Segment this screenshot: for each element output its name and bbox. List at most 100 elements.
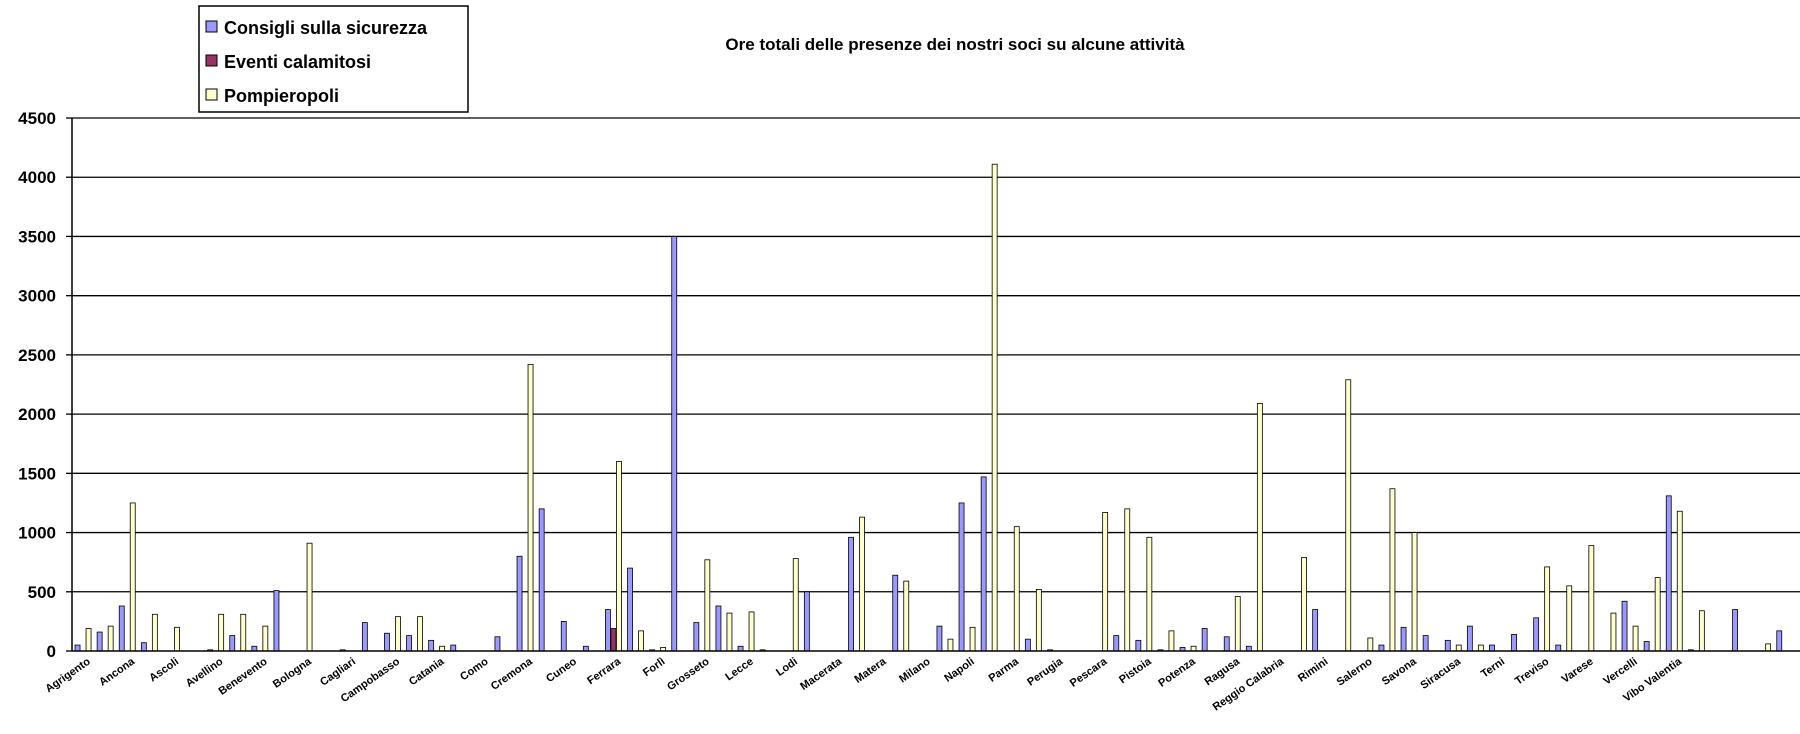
y-tick-label: 3500 [18, 227, 56, 246]
bar [1146, 536, 1153, 652]
bar [151, 613, 158, 652]
y-tick-label: 1000 [18, 524, 56, 543]
bar [1256, 403, 1263, 652]
bar [936, 625, 943, 652]
x-tick-label: Ragusa [1203, 655, 1243, 688]
bar [361, 622, 368, 652]
bar [74, 644, 81, 652]
bar [1400, 626, 1407, 652]
x-tick-label: Lecce [723, 656, 755, 684]
y-tick-label: 4500 [18, 109, 56, 128]
bar [306, 542, 313, 652]
x-tick-label: Varese [1560, 656, 1596, 686]
legend-label: Eventi calamitosi [224, 52, 371, 72]
gridlines [72, 117, 1800, 593]
bar [903, 580, 910, 652]
bar [616, 461, 622, 652]
bar [129, 502, 136, 652]
bar [1533, 617, 1540, 652]
bar [991, 163, 998, 652]
bar [1411, 532, 1418, 652]
bar [1477, 644, 1484, 652]
x-tick-label: Macerata [798, 655, 845, 693]
legend-swatch [205, 54, 218, 67]
x-tick-label: Rimini [1296, 656, 1330, 685]
x-tick-label: Savona [1380, 655, 1420, 688]
bar [1124, 508, 1131, 652]
legend: Consigli sulla sicurezza Eventi calamito… [198, 5, 469, 113]
bar [704, 559, 711, 652]
bar [1665, 495, 1672, 652]
bar [1223, 636, 1230, 652]
legend-box [198, 5, 469, 113]
bar [174, 626, 180, 652]
bar [1489, 644, 1495, 652]
bar [1511, 634, 1517, 652]
bar [450, 644, 457, 652]
y-tick-label: 4000 [18, 168, 56, 187]
bar [693, 622, 700, 652]
x-tick-label: Grosseto [665, 655, 712, 693]
x-tick-label: Salerno [1335, 655, 1375, 688]
bar [1610, 612, 1617, 652]
x-tick-label: Pescara [1068, 655, 1110, 690]
bar [516, 555, 523, 652]
x-tick-label: Catania [407, 655, 447, 688]
bars [74, 163, 1783, 652]
bar [262, 625, 269, 652]
x-tick-label: Benevento [217, 655, 270, 697]
bar [1765, 643, 1772, 652]
bar [1632, 625, 1639, 652]
bar [958, 502, 965, 652]
legend-label: Consigli sulla sicurezza [224, 18, 428, 38]
x-tick-label: Pistoia [1117, 655, 1154, 686]
bar [1035, 589, 1042, 652]
x-tick-label: Ferrara [585, 655, 624, 687]
bar [384, 632, 390, 652]
bar [1676, 510, 1683, 652]
x-tick-label: Cagliari [318, 656, 358, 689]
bar [1389, 488, 1396, 652]
bar [859, 516, 865, 652]
bar [980, 476, 987, 652]
y-tick-label: 3000 [18, 287, 56, 306]
bar [1024, 638, 1031, 652]
bar [1113, 635, 1120, 652]
bar [1168, 630, 1175, 652]
x-tick-label: Matera [852, 655, 889, 686]
bar [1732, 609, 1738, 652]
bar [1312, 609, 1319, 652]
x-tick-label: Forlì [641, 656, 667, 680]
bar [1234, 596, 1241, 652]
bar [240, 613, 247, 652]
chart-title: Ore totali delle presenze dei nostri soc… [725, 35, 1185, 54]
x-tick-label: Siracusa [1419, 655, 1464, 692]
x-tick-label: Parma [987, 655, 1022, 685]
bar [892, 574, 899, 652]
bar [1378, 644, 1385, 652]
bar [140, 642, 147, 652]
bar [1013, 526, 1020, 652]
bar [1455, 644, 1462, 652]
axes [71, 118, 1800, 652]
x-tick-label: Bologna [271, 655, 315, 691]
bar [627, 567, 633, 652]
bar [538, 508, 545, 652]
x-tick-label: Como [458, 655, 491, 683]
bar [218, 613, 225, 652]
bar [947, 638, 954, 652]
bar [527, 363, 534, 652]
bar [417, 616, 423, 652]
x-tick-label: Potenza [1156, 655, 1198, 690]
bar [1422, 635, 1429, 652]
bar [1466, 625, 1473, 652]
x-tick-label: Agrigento [43, 655, 93, 695]
legend-item-consigli: Consigli sulla sicurezza [205, 18, 428, 38]
x-tick-label: Lodi [774, 656, 800, 679]
y-tick-label: 2000 [18, 405, 56, 424]
bar [610, 628, 617, 652]
bar [1367, 637, 1374, 652]
legend-label: Pompieropoli [224, 86, 339, 106]
x-tick-label: Milano [897, 655, 933, 685]
